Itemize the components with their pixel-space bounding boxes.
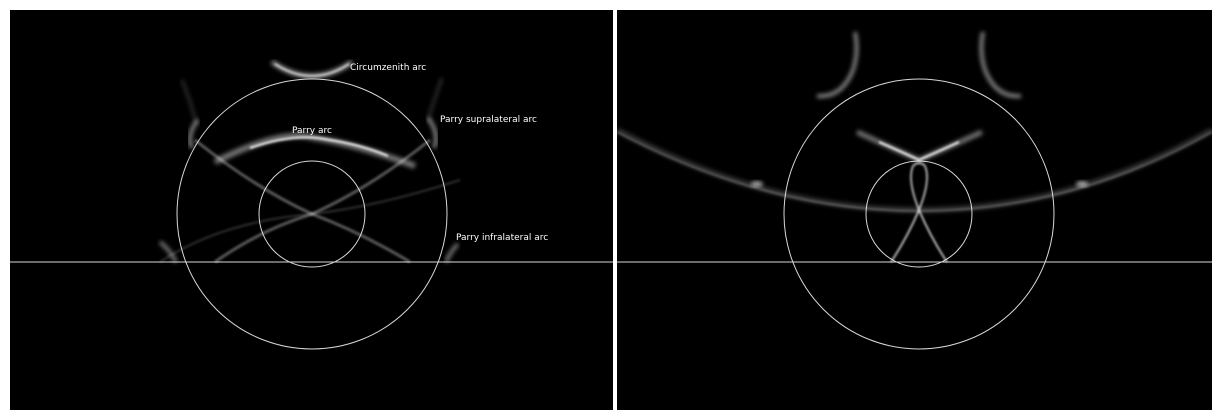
wide-arc-spot-left [751,181,763,187]
halo-diagram-right [617,31,1212,350]
loop-arc [910,162,928,211]
parry-infralateral-arc-label: Parry infralateral arc [456,233,548,243]
inner-circle [865,160,973,268]
wide-arc-spot-right [1076,181,1088,187]
parry-supralateral-arc [180,77,444,149]
halo-panel-left: Circumzenith arc Parry arc Parry suprala… [10,10,613,410]
outer-circle [176,78,448,350]
v-shaped-arc [855,129,984,163]
inner-circle [258,160,366,268]
circumzenith-arc-label: Circumzenith arc [350,63,426,73]
lower-crossing-arcs [890,209,948,263]
upper-lateral-arcs [816,31,1022,99]
outer-circle [783,78,1055,350]
crossing-arcs [159,138,461,264]
halo-diagram-left: Circumzenith arc Parry arc Parry suprala… [10,59,613,350]
parry-supralateral-arc-label: Parry supralateral arc [440,115,537,125]
halo-panel-right [617,10,1212,410]
parry-arc-label: Parry arc [292,126,332,136]
parry-arc [213,132,417,169]
circumzenith-arc [270,59,354,79]
parry-infralateral-arc [158,240,460,263]
